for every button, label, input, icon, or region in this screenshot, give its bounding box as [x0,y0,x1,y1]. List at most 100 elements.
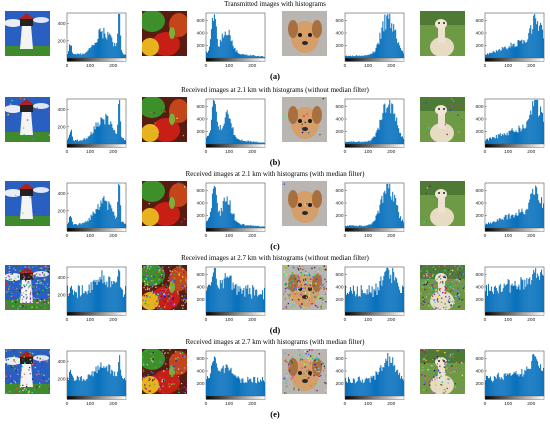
x-tick-label: 100 [504,233,512,239]
y-tick-label: 400 [475,201,483,207]
y-tick-label: 400 [335,369,343,375]
alpaca-image [420,349,465,394]
y-tick-label: 400 [475,369,483,375]
x-tick-label: 0 [66,63,69,69]
x-tick-label: 0 [344,63,347,69]
peppers-histogram: 200 400 600 0 100 200 [194,10,268,70]
x-tick-label: 100 [504,317,512,323]
y-tick-label: 200 [335,43,343,49]
x-tick-label: 0 [484,317,487,323]
y-tick-label: 400 [57,359,65,365]
x-tick-label: 0 [344,149,347,155]
y-tick-label: 400 [57,191,65,197]
y-tick-label: 400 [335,201,343,207]
y-tick-label: 600 [335,272,343,278]
x-tick-label: 100 [364,63,372,69]
y-tick-label: 200 [335,213,343,219]
x-tick-label: 100 [225,401,233,407]
peppers-histogram: 200 400 600 0 100 200 [194,264,268,324]
y-tick-label: 200 [196,213,204,219]
x-tick-label: 0 [205,401,208,407]
peppers-image [142,265,187,310]
x-tick-label: 0 [344,233,347,239]
x-tick-label: 0 [205,233,208,239]
y-tick-label: 600 [475,188,483,194]
x-tick-label: 100 [364,401,372,407]
x-tick-label: 100 [225,149,233,155]
peppers-histogram: 200 400 600 0 100 200 [194,96,268,156]
puppy-image [282,265,327,310]
y-tick-label: 400 [196,117,204,123]
y-tick-label: 200 [196,381,204,387]
x-tick-label: 200 [527,233,535,239]
y-tick-label: 400 [196,369,204,375]
x-tick-label: 100 [504,149,512,155]
lighthouse-image [5,265,50,310]
alpaca-histogram: 200 400 600 0 100 200 [473,10,547,70]
y-tick-label: 600 [196,188,204,194]
peppers-image [142,181,187,226]
y-tick-label: 600 [196,18,204,24]
x-tick-label: 200 [248,63,256,69]
x-tick-label: 200 [109,317,117,323]
y-tick-label: 400 [335,117,343,123]
x-tick-label: 100 [225,317,233,323]
row-title: Transmitted images with histograms [224,0,326,8]
y-tick-label: 200 [475,381,483,387]
y-tick-label: 400 [335,31,343,37]
y-tick-label: 600 [196,104,204,110]
y-tick-label: 200 [196,297,204,303]
puppy-histogram: 200 400 600 0 100 200 [333,96,407,156]
y-tick-label: 400 [196,201,204,207]
y-tick-label: 400 [57,21,65,27]
x-tick-label: 0 [344,317,347,323]
x-tick-label: 200 [109,401,117,407]
row-title: Received images at 2.7 km with histogram… [181,254,369,262]
x-tick-label: 100 [364,149,372,155]
y-tick-label: 200 [57,38,65,44]
x-tick-label: 200 [527,149,535,155]
y-tick-label: 200 [475,213,483,219]
x-tick-label: 200 [387,233,395,239]
x-tick-label: 100 [504,401,512,407]
lighthouse-histogram: 200 400 0 100 200 [55,10,129,70]
lighthouse-histogram: 200 400 0 100 200 [55,264,129,324]
puppy-image [282,11,327,56]
alpaca-image [420,265,465,310]
y-tick-label: 400 [475,285,483,291]
alpaca-histogram: 200 400 600 0 100 200 [473,264,547,324]
lighthouse-image [5,97,50,142]
y-tick-label: 600 [475,104,483,110]
puppy-histogram: 200 400 600 0 100 200 [333,264,407,324]
y-tick-label: 200 [57,376,65,382]
x-tick-label: 100 [86,401,94,407]
y-tick-label: 600 [335,18,343,24]
row-label: (c) [270,241,280,251]
row-title: Received images at 2.1 km with histogram… [185,170,365,178]
x-tick-label: 100 [504,63,512,69]
y-tick-label: 600 [475,18,483,24]
row-label: (b) [269,157,281,167]
x-tick-label: 200 [109,233,117,239]
y-tick-label: 600 [335,356,343,362]
x-tick-label: 0 [484,233,487,239]
x-tick-label: 0 [484,149,487,155]
y-tick-label: 400 [196,285,204,291]
row-label: (a) [270,71,280,81]
y-tick-label: 200 [196,43,204,49]
figure-row: Transmitted images with histograms 200 400… [0,0,550,85]
x-tick-label: 0 [205,149,208,155]
y-tick-label: 200 [196,129,204,135]
x-tick-label: 200 [109,149,117,155]
alpaca-histogram: 200 400 600 0 100 200 [473,180,547,240]
x-tick-label: 200 [248,233,256,239]
x-tick-label: 200 [527,317,535,323]
x-tick-label: 100 [225,63,233,69]
alpaca-image [420,11,465,56]
y-tick-label: 200 [335,381,343,387]
x-tick-label: 100 [86,149,94,155]
figure-row: Received images at 2.1 km with histogram… [0,86,550,171]
y-tick-label: 200 [335,297,343,303]
x-tick-label: 200 [248,317,256,323]
alpaca-histogram: 200 400 600 0 100 200 [473,96,547,156]
